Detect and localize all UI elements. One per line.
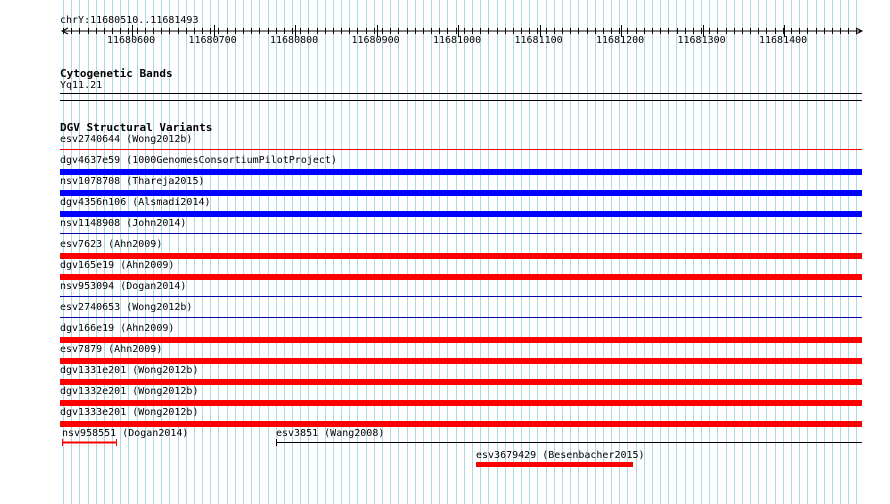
ruler-tick-label: 11681200 — [596, 35, 645, 46]
variant-label: nsv1078708 (Thareja2015) — [60, 176, 205, 187]
variant-label: dgv166e19 (Ahn2009) — [60, 323, 175, 334]
ruler-axis[interactable] — [0, 24, 890, 44]
variant-bar[interactable] — [60, 169, 862, 175]
variant-bar[interactable] — [60, 379, 862, 385]
variant-label: dgv165e19 (Ahn2009) — [60, 260, 175, 271]
variant-label: dgv1331e201 (Wong2012b) — [60, 365, 199, 376]
variant-bar[interactable] — [60, 274, 862, 280]
cytoband-bar[interactable] — [60, 93, 862, 94]
ruler-left-arrow-icon — [60, 27, 69, 35]
variant-bar[interactable] — [60, 233, 862, 234]
variant-bar-nsv958551[interactable] — [0, 438, 890, 448]
variant-bar[interactable] — [60, 421, 862, 427]
variant-bar[interactable] — [60, 190, 862, 196]
ruler-tick-label: 11681300 — [677, 35, 726, 46]
dgv-track-title: DGV Structural Variants — [60, 121, 213, 134]
variant-label: esv2740653 (Wong2012b) — [60, 302, 193, 313]
ruler-tick-label: 11680700 — [188, 35, 237, 46]
variant-bar[interactable] — [60, 149, 862, 150]
ruler-tick-label: 11681000 — [433, 35, 482, 46]
ruler-tick-label: 11681400 — [759, 35, 808, 46]
variant-label: esv7623 (Ahn2009) — [60, 239, 163, 250]
variant-bar[interactable] — [60, 211, 862, 217]
variant-bar[interactable] — [60, 358, 862, 364]
cytoband-label[interactable]: Yq11.21 — [60, 80, 103, 91]
variant-bar[interactable] — [60, 400, 862, 406]
ruler-tick-label: 11681100 — [514, 35, 563, 46]
track-divider — [60, 100, 862, 101]
variant-bar[interactable] — [60, 317, 862, 318]
variant-label: dgv1333e201 (Wong2012b) — [60, 407, 199, 418]
variant-label: esv2740644 (Wong2012b) — [60, 134, 193, 145]
ruler-tick-label: 11680600 — [107, 35, 156, 46]
ruler-tick-label: 11680800 — [270, 35, 319, 46]
ruler-right-arrow-icon — [855, 27, 864, 35]
variant-label-esv3851: esv3851 (Wang2008) — [276, 428, 385, 439]
variant-label: dgv1332e201 (Wong2012b) — [60, 386, 199, 397]
cytoband-track-title: Cytogenetic Bands — [60, 67, 173, 80]
variant-label-esv3679429: esv3679429 (Besenbacher2015) — [476, 450, 645, 461]
variant-bar[interactable] — [60, 296, 862, 297]
variant-label: dgv4356n106 (Alsmadi2014) — [60, 197, 211, 208]
variant-label-nsv958551: nsv958551 (Dogan2014) — [62, 428, 189, 439]
variant-bar[interactable] — [60, 337, 862, 343]
variant-label: nsv1148908 (John2014) — [60, 218, 187, 229]
variant-bar-esv3679429[interactable] — [476, 462, 633, 467]
region-label: chrY:11680510..11681493 — [60, 15, 199, 26]
variant-bar-esv3851[interactable] — [0, 438, 890, 448]
ruler-tick-label: 11680900 — [351, 35, 400, 46]
variant-label: nsv953094 (Dogan2014) — [60, 281, 187, 292]
variant-bar[interactable] — [60, 253, 862, 259]
variant-label: dgv4637e59 (1000GenomesConsortiumPilotPr… — [60, 155, 337, 166]
variant-label: esv7879 (Ahn2009) — [60, 344, 163, 355]
